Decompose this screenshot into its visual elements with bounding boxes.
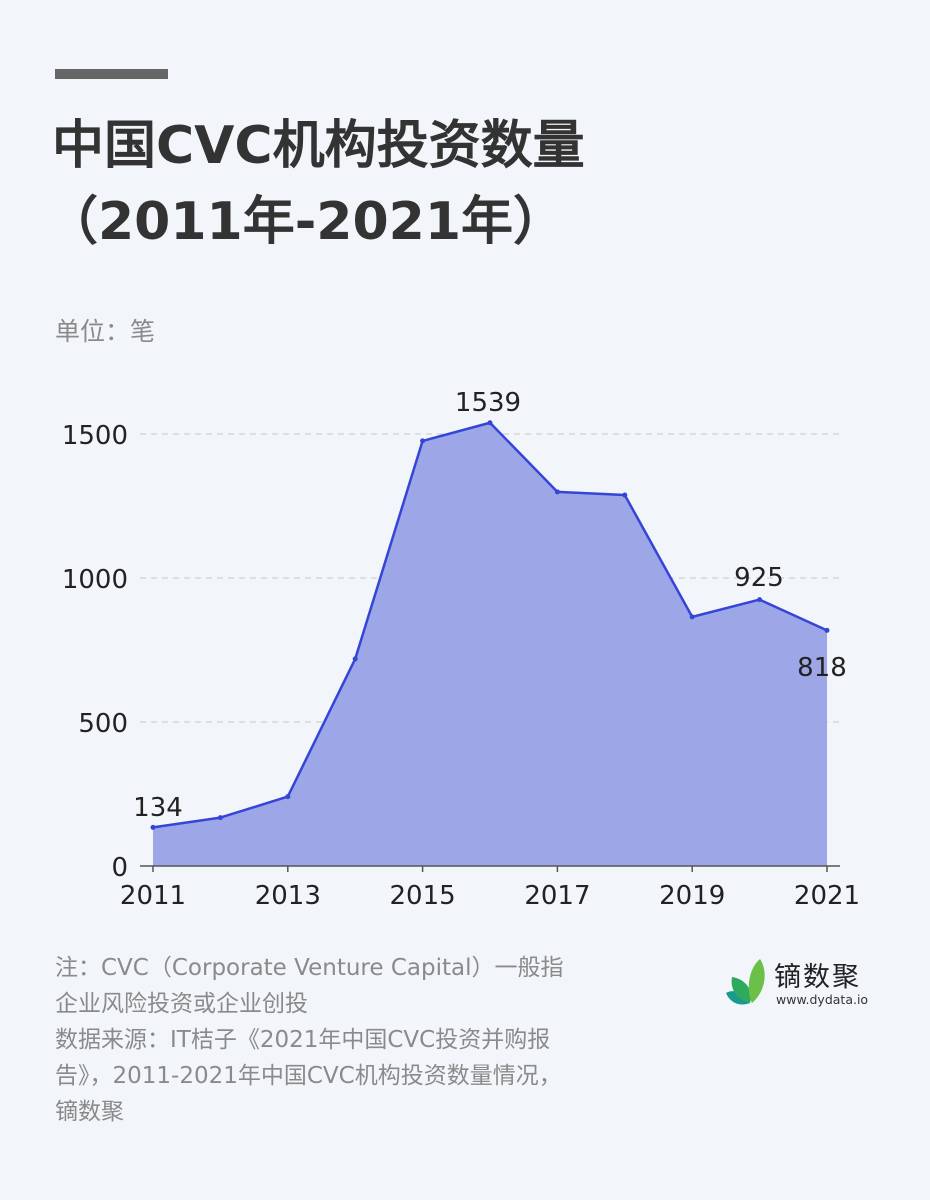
data-label-2021: 818 (797, 653, 847, 683)
data-point-marker (285, 794, 291, 800)
area-fill (153, 422, 827, 866)
data-label-2020: 925 (734, 563, 784, 593)
unit-label: 单位：笔 (55, 317, 156, 346)
data-point-marker (757, 597, 763, 603)
x-tick-label: 2011 (120, 881, 186, 911)
source-line-1: 数据来源：IT桔子《2021年中国CVC投资并购报 (55, 1027, 551, 1053)
title-line-2: （2011年-2021年） (46, 192, 566, 252)
data-markers (150, 420, 830, 830)
data-point-marker (352, 656, 358, 662)
title-accent-bar (55, 69, 168, 79)
source-line-2: 告》，2011-2021年中国CVC机构投资数量情况， (55, 1063, 562, 1089)
data-point-marker (420, 438, 426, 444)
data-point-marker (824, 627, 830, 633)
footnote: 注：CVC（Corporate Venture Capital）一般指 企业风险… (55, 950, 655, 1130)
y-tick-label: 0 (111, 853, 128, 883)
y-tick-label: 500 (78, 709, 128, 739)
data-point-marker (150, 824, 156, 830)
title-line-1: 中国CVC机构投资数量 (52, 116, 585, 176)
x-tick-label: 2015 (390, 881, 456, 911)
logo-url: www.dydata.io (776, 992, 869, 1007)
data-point-marker (554, 489, 560, 495)
x-tick-label: 2021 (794, 881, 860, 911)
data-point-marker (217, 815, 223, 821)
data-point-marker (689, 614, 695, 620)
x-tick-label: 2017 (524, 881, 590, 911)
data-labels: 134 1539 925 818 (133, 388, 847, 823)
data-point-marker (622, 492, 628, 498)
x-axis: 2011 2013 2015 2017 2019 2021 (120, 865, 860, 911)
leaf-logo-icon (726, 959, 765, 1005)
note-line-2: 企业风险投资或企业创投 (55, 991, 308, 1017)
y-tick-label: 1000 (62, 565, 128, 595)
area-chart: 0 500 1000 1500 2011 2013 2015 2017 2019 2021… (62, 388, 860, 911)
brand-logo: 镝数聚 www.dydata.io (722, 955, 882, 1010)
data-series (150, 420, 830, 866)
chart-title: 中国CVC机构投资数量 （2011年-2021年） (46, 108, 585, 260)
source-line-3: 镝数聚 (55, 1099, 124, 1125)
logo-name: 镝数聚 (774, 962, 861, 993)
note-line-1: 注：CVC（Corporate Venture Capital）一般指 (55, 955, 564, 981)
y-tick-label: 1500 (62, 421, 128, 451)
x-tick-label: 2019 (659, 881, 725, 911)
data-label-2016: 1539 (455, 388, 521, 418)
y-axis-ticks: 0 500 1000 1500 (62, 421, 128, 883)
x-tick-label: 2013 (255, 881, 321, 911)
data-point-marker (487, 420, 493, 426)
data-label-2011: 134 (133, 793, 183, 823)
